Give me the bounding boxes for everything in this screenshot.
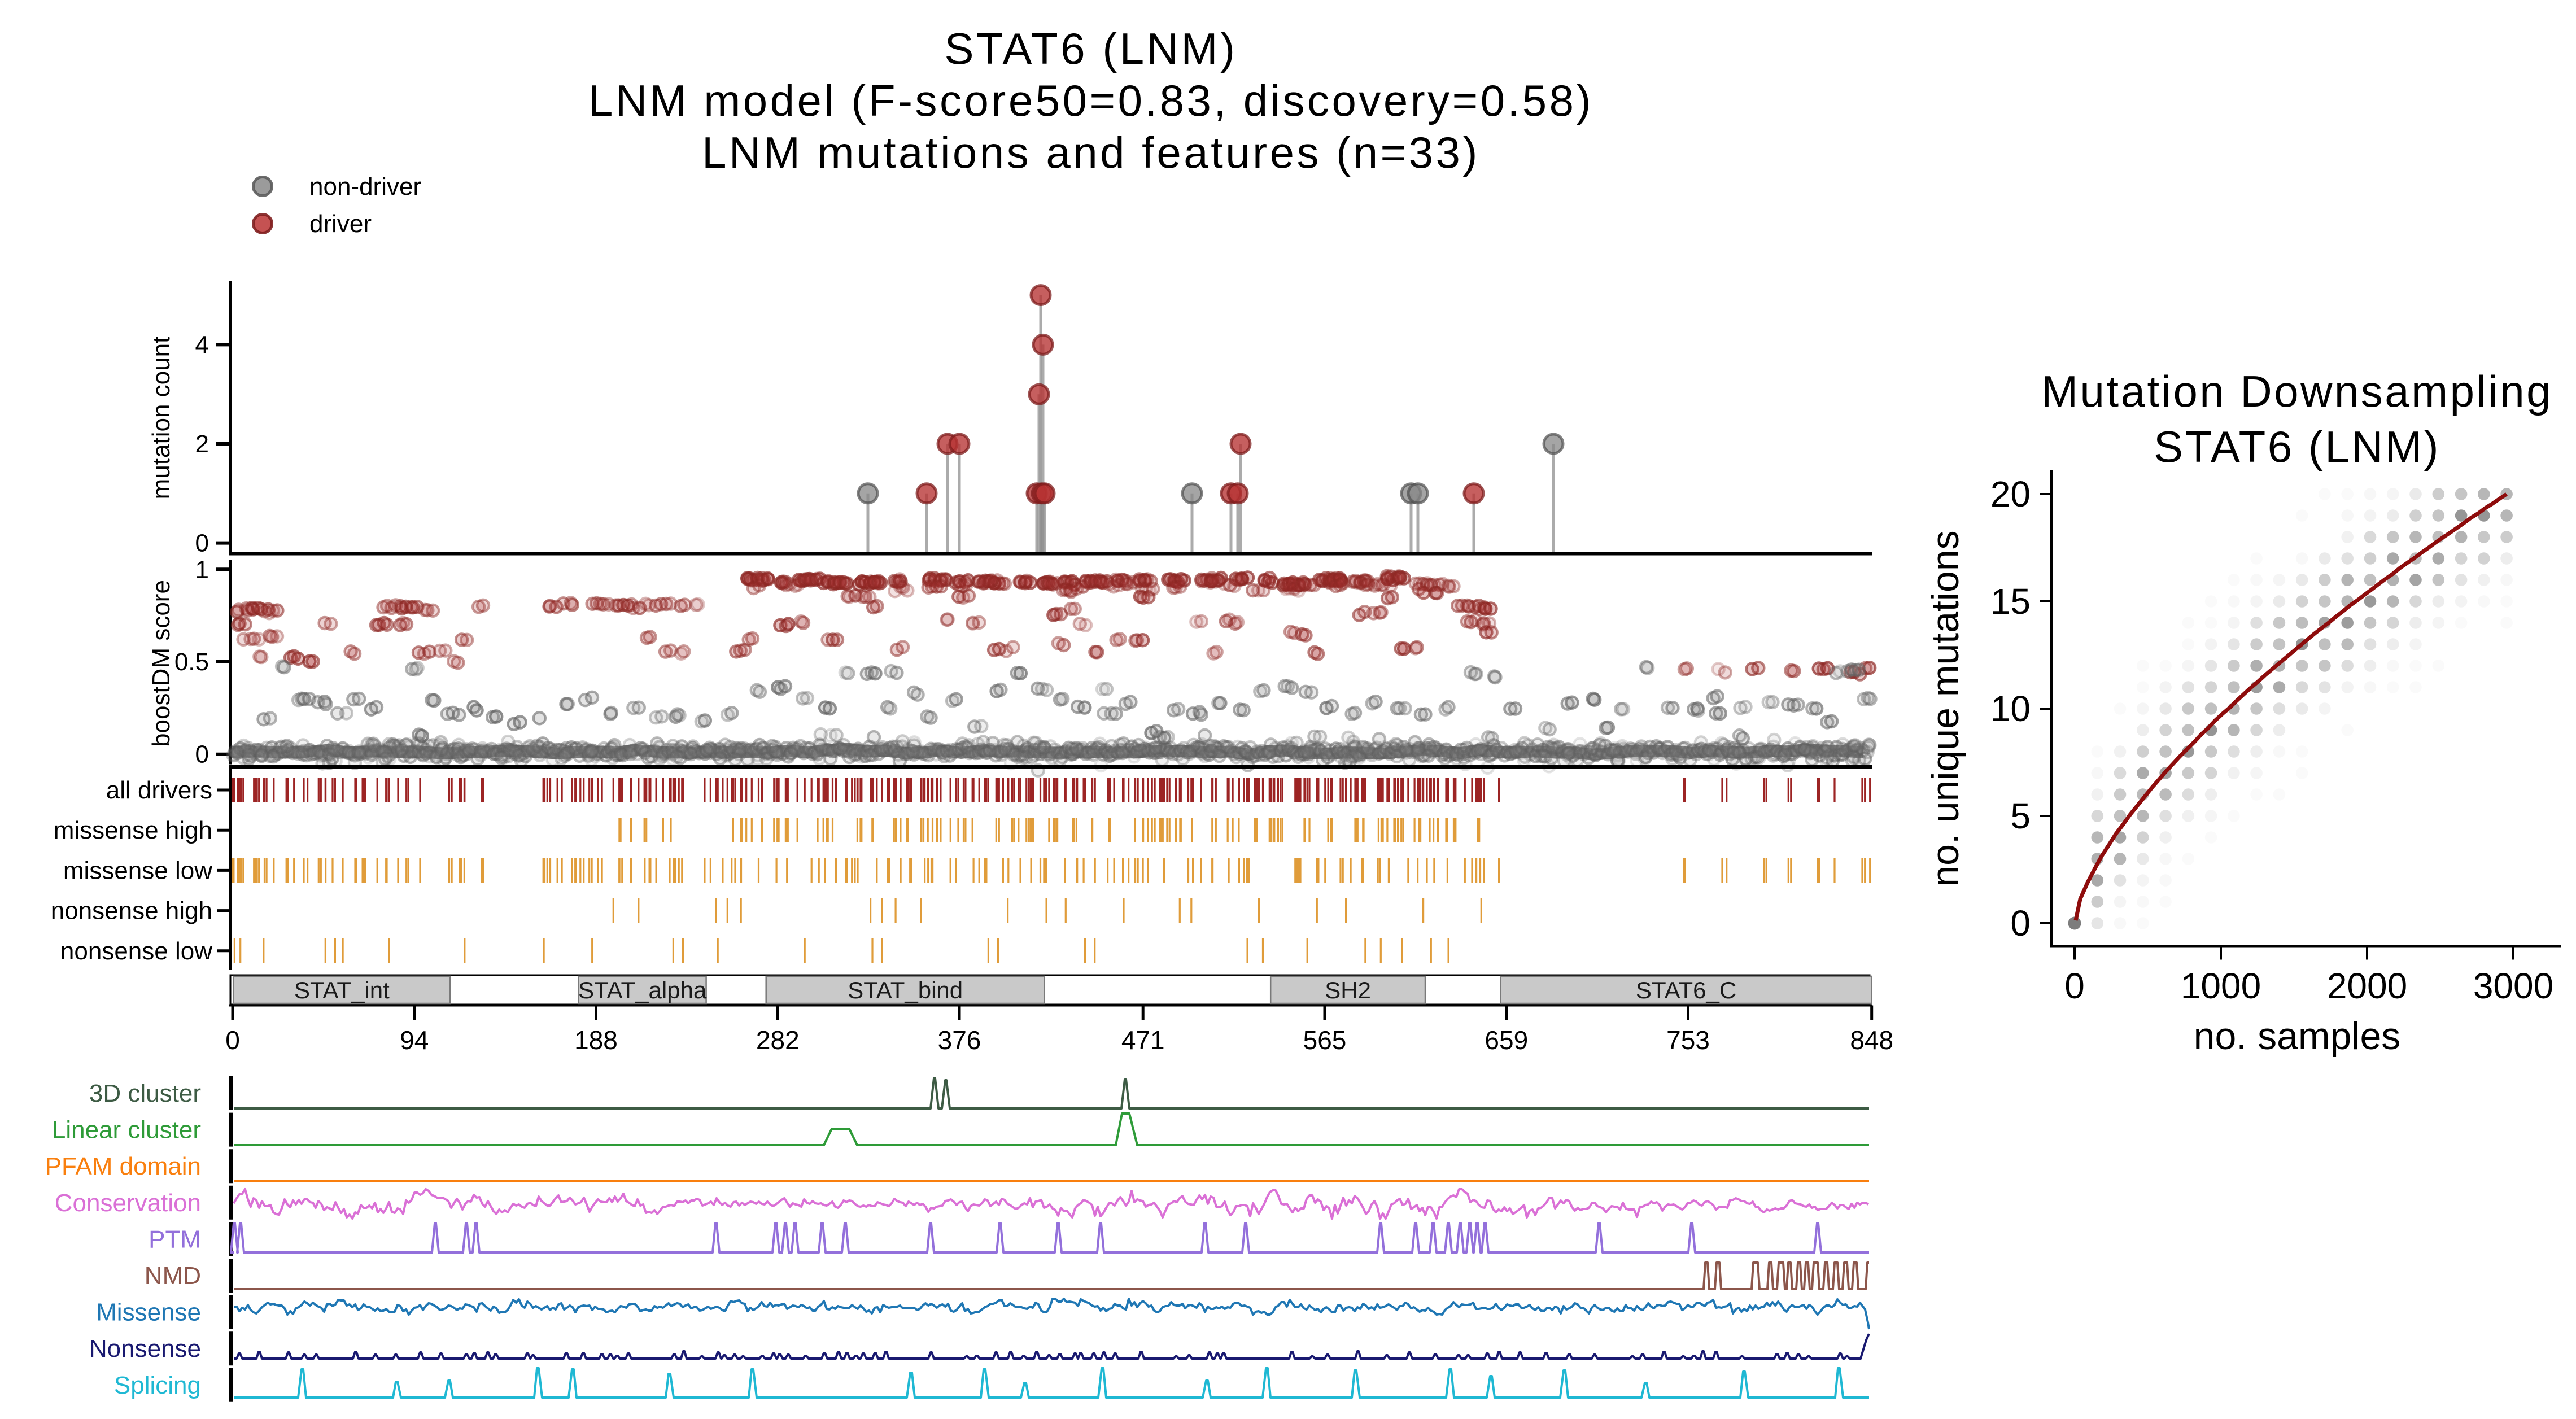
svg-text:missense high: missense high — [54, 817, 212, 844]
svg-text:NMD: NMD — [145, 1262, 201, 1290]
svg-text:missense low: missense low — [63, 857, 212, 884]
svg-text:20: 20 — [1990, 474, 2031, 514]
svg-text:boostDM score: boostDM score — [147, 580, 175, 747]
svg-text:STAT6_C: STAT6_C — [1636, 977, 1736, 1003]
svg-text:driver: driver — [309, 210, 372, 238]
svg-text:PTM: PTM — [149, 1225, 201, 1253]
svg-text:0: 0 — [195, 741, 209, 769]
svg-text:Conservation: Conservation — [55, 1189, 201, 1217]
svg-text:LNM model (F-score50=0.83, dis: LNM model (F-score50=0.83, discovery=0.5… — [588, 76, 1593, 125]
svg-text:1000: 1000 — [2181, 966, 2261, 1006]
svg-text:2: 2 — [195, 430, 209, 458]
svg-text:non-driver: non-driver — [309, 173, 421, 200]
svg-text:0.5: 0.5 — [174, 648, 209, 676]
svg-text:no. samples: no. samples — [2194, 1015, 2401, 1058]
svg-text:0: 0 — [2064, 966, 2085, 1006]
svg-text:Linear cluster: Linear cluster — [52, 1116, 201, 1144]
svg-text:282: 282 — [756, 1025, 800, 1055]
svg-text:Missense: Missense — [96, 1299, 201, 1326]
svg-text:659: 659 — [1485, 1025, 1528, 1055]
svg-text:STAT_alpha: STAT_alpha — [578, 977, 707, 1003]
svg-text:3000: 3000 — [2473, 966, 2553, 1006]
svg-text:848: 848 — [1850, 1025, 1893, 1055]
svg-text:0: 0 — [2010, 903, 2031, 944]
svg-text:Mutation Downsampling: Mutation Downsampling — [2041, 366, 2553, 416]
svg-text:3D cluster: 3D cluster — [89, 1080, 201, 1107]
svg-text:2000: 2000 — [2327, 966, 2407, 1006]
svg-text:753: 753 — [1666, 1025, 1710, 1055]
svg-text:188: 188 — [574, 1025, 618, 1055]
svg-text:565: 565 — [1303, 1025, 1347, 1055]
svg-text:STAT6 (LNM): STAT6 (LNM) — [945, 24, 1238, 73]
svg-text:STAT6 (LNM): STAT6 (LNM) — [2154, 422, 2440, 471]
svg-text:STAT_int: STAT_int — [294, 977, 390, 1003]
svg-text:SH2: SH2 — [1325, 977, 1371, 1003]
svg-text:0: 0 — [195, 530, 209, 557]
svg-text:nonsense low: nonsense low — [60, 937, 212, 965]
svg-text:4: 4 — [195, 331, 209, 359]
svg-text:no. unique mutations: no. unique mutations — [1924, 530, 1967, 887]
svg-text:mutation count: mutation count — [147, 337, 175, 500]
svg-text:Splicing: Splicing — [114, 1372, 201, 1399]
svg-text:0: 0 — [225, 1025, 240, 1055]
svg-text:STAT_bind: STAT_bind — [848, 977, 963, 1003]
svg-text:nonsense high: nonsense high — [51, 897, 212, 925]
svg-text:LNM mutations and features (n=: LNM mutations and features (n=33) — [702, 128, 1480, 177]
svg-text:1: 1 — [195, 556, 209, 583]
svg-text:5: 5 — [2010, 796, 2031, 836]
svg-text:PFAM domain: PFAM domain — [45, 1152, 201, 1180]
svg-text:10: 10 — [1990, 688, 2031, 729]
svg-text:471: 471 — [1121, 1025, 1165, 1055]
svg-text:94: 94 — [400, 1025, 429, 1055]
svg-text:all drivers: all drivers — [106, 776, 212, 804]
svg-text:15: 15 — [1990, 581, 2031, 622]
svg-text:Nonsense: Nonsense — [89, 1335, 201, 1363]
svg-text:376: 376 — [938, 1025, 981, 1055]
